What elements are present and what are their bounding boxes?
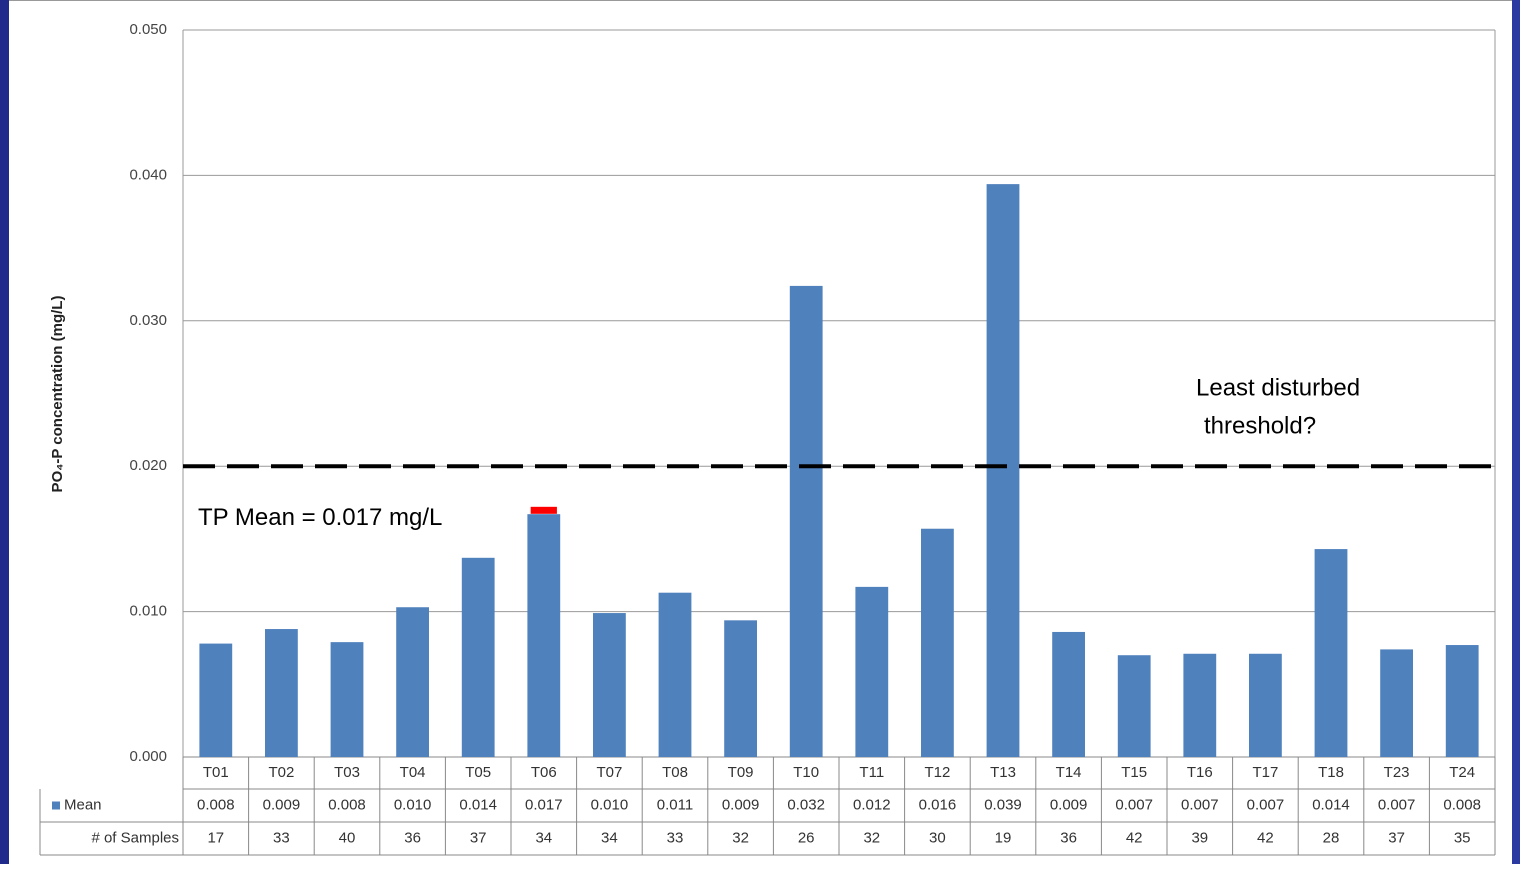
- x-tick-label: T15: [1121, 764, 1147, 781]
- x-tick-label: T01: [203, 764, 229, 781]
- y-tick-label: 0.040: [129, 166, 167, 183]
- table-value: 0.007: [1247, 796, 1285, 813]
- bar: [986, 184, 1020, 757]
- y-tick-label: 0.000: [129, 748, 167, 765]
- table-value: 0.014: [459, 796, 497, 813]
- table-samples: 39: [1191, 829, 1208, 846]
- x-tick-label: T07: [596, 764, 622, 781]
- table-samples: 36: [1060, 829, 1077, 846]
- left-border: [0, 0, 9, 864]
- threshold-label: Least disturbed: [1196, 374, 1360, 401]
- table-samples: 32: [732, 829, 749, 846]
- bar: [1249, 653, 1282, 757]
- table-samples: 36: [404, 829, 421, 846]
- bar: [593, 613, 626, 757]
- x-tick-label: T06: [531, 764, 557, 781]
- bar: [921, 528, 954, 757]
- bar: [461, 557, 495, 757]
- y-tick-label: 0.010: [129, 603, 167, 620]
- table-value: 0.014: [1312, 796, 1350, 813]
- x-tick-label: T03: [334, 764, 360, 781]
- table-value: 0.009: [1050, 796, 1088, 813]
- tp-mean-marker: [530, 506, 557, 514]
- bar: [1117, 655, 1151, 757]
- bar: [789, 285, 823, 757]
- table-value: 0.008: [328, 796, 366, 813]
- table-value: 0.016: [919, 796, 957, 813]
- table-samples: 34: [601, 829, 618, 846]
- bar: [330, 642, 364, 757]
- y-tick-label: 0.050: [129, 21, 167, 38]
- table-samples: 17: [207, 829, 224, 846]
- x-tick-label: T02: [268, 764, 294, 781]
- x-tick-label: T17: [1252, 764, 1278, 781]
- bar: [724, 620, 757, 757]
- x-tick-label: T23: [1384, 764, 1410, 781]
- x-tick-label: T24: [1449, 764, 1475, 781]
- table-value: 0.008: [1443, 796, 1481, 813]
- table-value: 0.010: [591, 796, 629, 813]
- table-samples: 26: [798, 829, 815, 846]
- right-border: [1512, 0, 1520, 864]
- bar: [1380, 649, 1413, 757]
- tp-mean-label: TP Mean = 0.017 mg/L: [198, 504, 442, 531]
- table-samples: 30: [929, 829, 946, 846]
- x-tick-label: T11: [859, 764, 884, 781]
- table-value: 0.032: [787, 796, 825, 813]
- bar: [1445, 645, 1479, 757]
- x-tick-label: T05: [465, 764, 491, 781]
- bar: [199, 643, 233, 757]
- table-value: 0.011: [657, 796, 693, 813]
- table-samples: 33: [667, 829, 684, 846]
- y-tick-label: 0.030: [129, 312, 167, 329]
- bar: [658, 592, 692, 757]
- table-row-label: # of Samples: [91, 829, 179, 846]
- table-value: 0.007: [1115, 796, 1153, 813]
- table-value: 0.008: [197, 796, 235, 813]
- bar: [527, 514, 561, 757]
- threshold-label: threshold?: [1204, 412, 1316, 439]
- table-samples: 37: [1388, 829, 1405, 846]
- table-samples: 34: [535, 829, 552, 846]
- table-samples: 42: [1126, 829, 1143, 846]
- table-value: 0.009: [722, 796, 760, 813]
- x-tick-label: T18: [1318, 764, 1344, 781]
- legend-swatch: [52, 801, 60, 810]
- table-value: 0.012: [853, 796, 891, 813]
- x-tick-label: T08: [662, 764, 688, 781]
- x-tick-label: T13: [990, 764, 1016, 781]
- table-samples: 19: [995, 829, 1012, 846]
- x-tick-label: T09: [728, 764, 754, 781]
- table-value: 0.039: [984, 796, 1022, 813]
- y-axis-label: PO₄-P concentration (mg/L): [49, 296, 66, 493]
- table-value: 0.017: [525, 796, 563, 813]
- bar: [1183, 653, 1217, 757]
- table-value: 0.007: [1181, 796, 1219, 813]
- top-border: [9, 0, 1512, 1]
- table-samples: 37: [470, 829, 487, 846]
- x-tick-label: T16: [1187, 764, 1213, 781]
- table-value: 0.010: [394, 796, 432, 813]
- table-samples: 33: [273, 829, 290, 846]
- table-samples: 28: [1323, 829, 1340, 846]
- x-tick-label: T04: [400, 764, 426, 781]
- bar: [396, 607, 429, 757]
- bar: [1314, 549, 1348, 757]
- bar: [265, 629, 298, 757]
- x-tick-label: T12: [924, 764, 950, 781]
- table-samples: 42: [1257, 829, 1274, 846]
- x-tick-label: T14: [1056, 764, 1082, 781]
- table-samples: 35: [1454, 829, 1471, 846]
- table-samples: 32: [863, 829, 880, 846]
- bar: [855, 586, 889, 757]
- legend-label: Mean: [64, 796, 102, 813]
- bar: [1052, 631, 1085, 757]
- y-tick-label: 0.020: [129, 457, 167, 474]
- table-value: 0.007: [1378, 796, 1416, 813]
- x-tick-label: T10: [793, 764, 819, 781]
- table-value: 0.009: [263, 796, 301, 813]
- table-samples: 40: [339, 829, 356, 846]
